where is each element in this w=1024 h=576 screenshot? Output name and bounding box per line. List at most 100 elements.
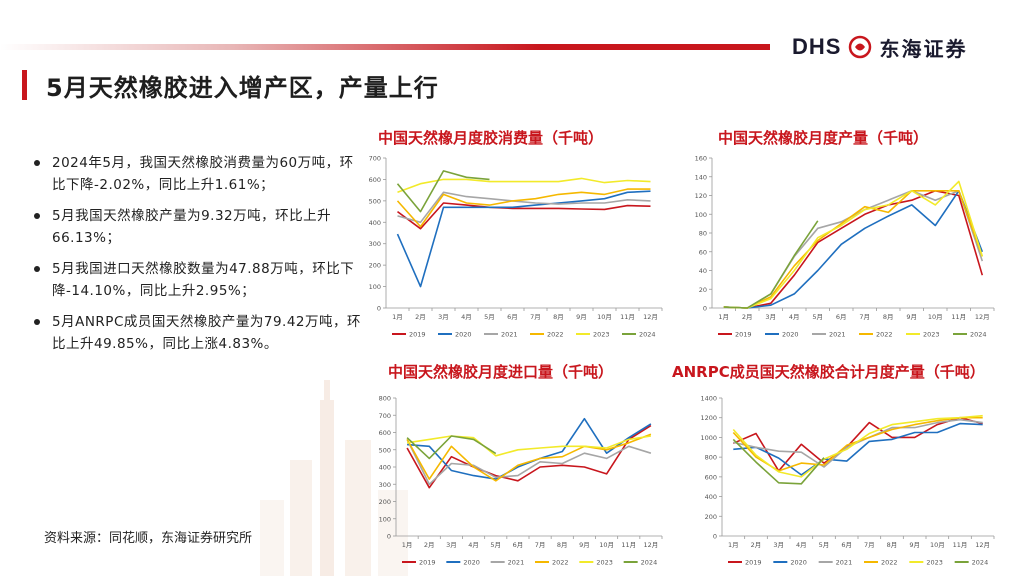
x-tick-label: 2月 xyxy=(424,541,435,549)
x-tick-label: 5月 xyxy=(490,541,501,549)
y-tick-label: 700 xyxy=(379,412,391,420)
series-line-2020 xyxy=(723,190,984,309)
legend-label-2021: 2021 xyxy=(836,559,853,567)
page-title: 5月天然橡胶进入增产区，产量上行 xyxy=(46,74,439,102)
series-line-2022 xyxy=(406,433,652,482)
series-line-2021 xyxy=(397,191,651,224)
bullet-icon xyxy=(34,213,40,219)
legend-label-2021: 2021 xyxy=(501,331,518,339)
y-tick-label: 1400 xyxy=(700,395,717,403)
y-tick-label: 800 xyxy=(379,395,391,403)
series-line-2023 xyxy=(397,177,651,194)
x-tick-label: 3月 xyxy=(765,313,776,321)
y-tick-label: 40 xyxy=(699,267,707,275)
y-tick-label: 1200 xyxy=(700,414,717,422)
legend-label-2022: 2022 xyxy=(876,331,893,339)
x-tick-label: 5月 xyxy=(812,313,823,321)
series-line-2023 xyxy=(732,414,983,478)
x-tick-label: 4月 xyxy=(461,313,472,321)
x-tick-label: 10月 xyxy=(599,541,614,549)
summary-item: 5月我国进口天然橡胶数量为47.88万吨，环比下降-14.10%，同比上升2.9… xyxy=(32,258,362,302)
y-tick-label: 0 xyxy=(387,533,391,541)
x-tick-label: 11月 xyxy=(951,313,966,321)
y-tick-label: 60 xyxy=(699,248,707,256)
y-tick-label: 600 xyxy=(379,429,391,437)
x-tick-label: 12月 xyxy=(643,313,658,321)
x-tick-label: 3月 xyxy=(446,541,457,549)
summary-item: 5月ANRPC成员国天然橡胶产量为79.42万吨，环比上升49.85%，同比上涨… xyxy=(32,311,362,355)
x-tick-label: 1月 xyxy=(392,313,403,321)
x-tick-label: 1月 xyxy=(728,541,739,549)
production-line-chart: 0 20 40 60 80 100 120 140 160 1月 2月 3月 4月 5月 6月 7月 8月 9月 1… xyxy=(695,155,995,339)
x-tick-label: 6月 xyxy=(841,541,852,549)
y-tick-label: 200 xyxy=(379,498,391,506)
bullet-icon xyxy=(34,319,40,325)
y-tick-label: 800 xyxy=(705,454,717,462)
legend-label-2022: 2022 xyxy=(547,331,564,339)
series-line-2023 xyxy=(406,435,652,457)
production-chart-title: 中国天然橡胶月度产量（千吨） xyxy=(718,129,929,147)
x-tick-label: 9月 xyxy=(906,313,917,321)
x-tick-label: 1月 xyxy=(718,313,729,321)
legend-label-2024: 2024 xyxy=(972,559,989,567)
anrpc-chart-title: ANRPC成员国天然橡胶合计月度产量（千吨） xyxy=(672,363,985,381)
x-tick-label: 7月 xyxy=(859,313,870,321)
legend-label-2024: 2024 xyxy=(970,331,987,339)
bullet-icon xyxy=(34,160,40,166)
y-tick-label: 140 xyxy=(695,173,707,181)
x-tick-label: 7月 xyxy=(864,541,875,549)
anrpc-line-chart: 0 200 400 600 800 1000 1200 1400 1月 2月 3月 4月 5月 6月 7月 8… xyxy=(700,395,995,567)
legend-label-2023: 2023 xyxy=(926,559,943,567)
x-tick-label: 7月 xyxy=(535,541,546,549)
series-line-2019 xyxy=(732,416,983,472)
legend-label-2022: 2022 xyxy=(552,559,569,567)
y-tick-label: 100 xyxy=(369,283,381,291)
x-tick-label: 11月 xyxy=(953,541,968,549)
x-tick-label: 4月 xyxy=(789,313,800,321)
y-tick-label: 500 xyxy=(369,197,381,205)
legend-label-2022: 2022 xyxy=(881,559,898,567)
summary-item: 5月我国天然橡胶产量为9.32万吨，环比上升66.13%； xyxy=(32,205,362,249)
y-tick-label: 100 xyxy=(379,515,391,523)
legend-label-2024: 2024 xyxy=(639,331,656,339)
y-tick-label: 400 xyxy=(379,464,391,472)
imports-line-chart: 0 100 200 300 400 500 600 700 800 1月 2月 3月 4月 5月 6月 7月 8… xyxy=(379,395,663,567)
x-tick-label: 6月 xyxy=(836,313,847,321)
x-tick-label: 10月 xyxy=(930,541,945,549)
y-tick-label: 400 xyxy=(705,493,717,501)
series-line-2024 xyxy=(396,170,490,213)
y-tick-label: 0 xyxy=(703,305,707,313)
bullet-icon xyxy=(34,266,40,272)
x-tick-label: 6月 xyxy=(513,541,524,549)
series-line-2019 xyxy=(397,202,651,230)
consumption-line-chart: 0 100 200 300 400 500 600 700 1月 2月 3月 4月 5月 6月 7月 8月 9月… xyxy=(369,155,663,339)
legend-label-2019: 2019 xyxy=(419,559,436,567)
series-line-2024 xyxy=(406,435,497,460)
y-tick-label: 300 xyxy=(369,240,381,248)
summary-item: 2024年5月，我国天然橡胶消费量为60万吨，环比下降-2.02%，同比上升1.… xyxy=(32,152,362,196)
legend-label-2020: 2020 xyxy=(463,559,480,567)
imports-chart-title: 中国天然橡胶月度进口量（千吨） xyxy=(388,363,614,381)
x-tick-label: 3月 xyxy=(773,541,784,549)
x-tick-label: 4月 xyxy=(468,541,479,549)
series-line-2019 xyxy=(723,190,984,309)
legend-label-2019: 2019 xyxy=(745,559,762,567)
y-tick-label: 200 xyxy=(369,262,381,270)
series-line-2023 xyxy=(723,180,984,309)
x-tick-label: 9月 xyxy=(576,313,587,321)
y-tick-label: 600 xyxy=(705,473,717,481)
y-tick-label: 80 xyxy=(699,230,707,238)
legend-label-2020: 2020 xyxy=(782,331,799,339)
series-line-2021 xyxy=(723,190,984,309)
legend-label-2019: 2019 xyxy=(409,331,426,339)
x-tick-label: 2月 xyxy=(742,313,753,321)
x-tick-label: 10月 xyxy=(597,313,612,321)
x-tick-label: 12月 xyxy=(975,313,990,321)
x-tick-label: 7月 xyxy=(530,313,541,321)
x-tick-label: 8月 xyxy=(553,313,564,321)
series-line-2020 xyxy=(733,422,983,476)
x-tick-label: 9月 xyxy=(909,541,920,549)
consumption-chart-title: 中国天然橡月度胶消费量（千吨） xyxy=(378,129,604,147)
y-tick-label: 500 xyxy=(379,446,391,454)
y-tick-label: 700 xyxy=(369,155,381,163)
